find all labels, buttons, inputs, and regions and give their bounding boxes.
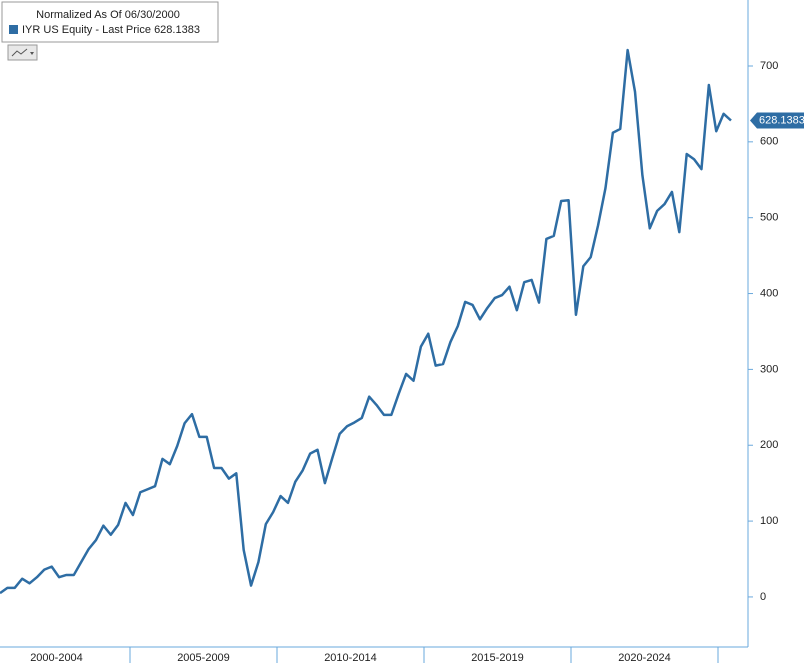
y-tick-label: 0 bbox=[760, 591, 766, 603]
plot bbox=[0, 48, 732, 595]
legend-swatch bbox=[9, 25, 18, 34]
y-tick-label: 500 bbox=[760, 212, 778, 224]
y-tick-label: 400 bbox=[760, 287, 778, 299]
legend-title: Normalized As Of 06/30/2000 bbox=[36, 9, 180, 21]
last-price-label: 628.1383 bbox=[759, 114, 804, 126]
legend-name: IYR US Equity - Last Price bbox=[22, 24, 151, 36]
y-tick-label: 700 bbox=[760, 60, 778, 72]
y-tick-label: 600 bbox=[760, 136, 778, 148]
x-period-label: 2015-2019 bbox=[471, 652, 524, 663]
button-arrow bbox=[30, 52, 34, 55]
x-period-label: 2000-2004 bbox=[30, 652, 83, 663]
y-tick-label: 300 bbox=[760, 363, 778, 375]
legend-value: 628.1383 bbox=[154, 24, 200, 36]
button-icon bbox=[11, 48, 28, 57]
last-price-tag bbox=[750, 112, 804, 129]
x-period-label: 2005-2009 bbox=[177, 652, 230, 663]
y-tick-label: 200 bbox=[760, 439, 778, 451]
legend-box bbox=[1, 1, 219, 43]
x-period-label: 2020-2024 bbox=[618, 652, 671, 663]
price-line bbox=[0, 48, 732, 595]
legend-label: IYR US Equity - Last Price 628.1383 bbox=[22, 24, 200, 36]
x-period-label: 2010-2014 bbox=[324, 652, 377, 663]
y-tick-label: 100 bbox=[760, 515, 778, 527]
